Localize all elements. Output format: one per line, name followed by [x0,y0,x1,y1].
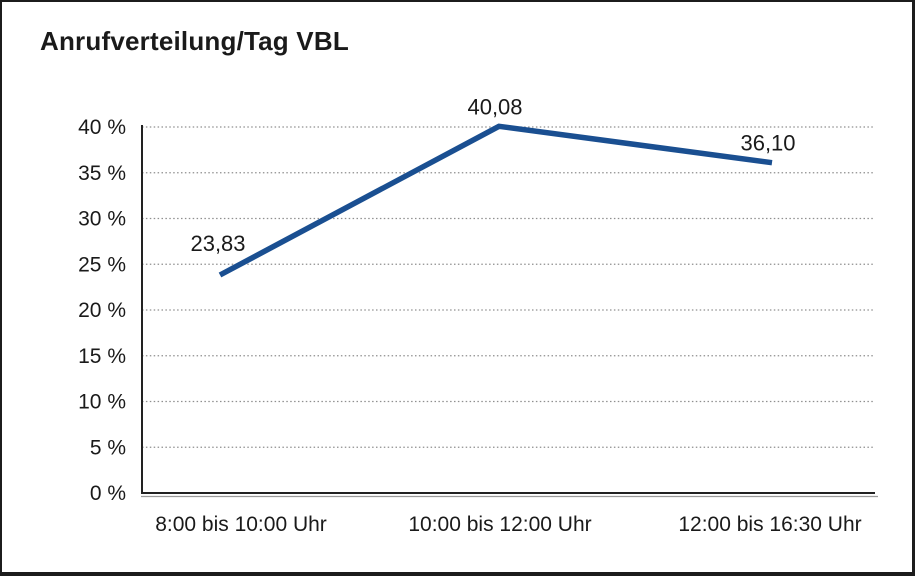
y-tick-label: 0 % [90,482,126,505]
data-point-label: 36,10 [740,131,795,156]
y-tick-label: 5 % [90,436,126,459]
y-tick-label: 20 % [78,299,126,322]
series-line [218,123,773,278]
data-point-label: 23,83 [190,231,245,256]
chart-title: Anrufverteilung/Tag VBL [40,26,349,56]
y-tick-label: 15 % [78,345,126,368]
y-tick-label: 40 % [78,116,126,139]
x-category-label: 10:00 bis 12:00 Uhr [408,513,591,536]
data-point-label: 40,08 [467,94,522,119]
y-tick-label: 10 % [78,391,126,414]
x-category-label: 12:00 bis 16:30 Uhr [678,513,861,536]
y-tick-label: 25 % [78,253,126,276]
x-category-label: 8:00 bis 10:00 Uhr [155,513,327,536]
y-tick-label: 35 % [78,162,126,185]
y-tick-label: 30 % [78,208,126,231]
